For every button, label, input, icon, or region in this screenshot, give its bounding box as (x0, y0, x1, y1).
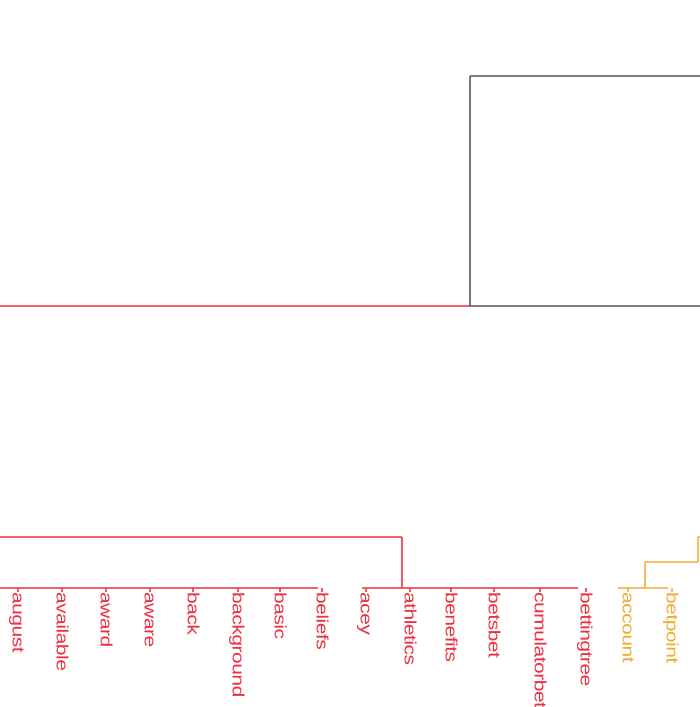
leaf-label: athletics (400, 592, 419, 665)
leaf-label: august (8, 592, 27, 653)
leaf-label: aware (140, 592, 159, 647)
leaf-label: betsbet (484, 592, 503, 658)
leaf-label: back (183, 592, 202, 635)
leaf-label: acey (356, 592, 375, 635)
leaf-label: cumulatorbet (530, 592, 549, 707)
leaf-label: beliefs (312, 592, 331, 650)
leaf-label: basic (270, 592, 289, 639)
leaf-label: account (618, 592, 637, 663)
leaf-label: benefits (441, 592, 460, 662)
leaf-label: betpoint (662, 592, 681, 663)
leaf-label: background (228, 592, 247, 697)
leaf-label: bettingtree (576, 592, 595, 686)
dendrogram-branches (0, 75, 700, 592)
leaf-label: available (52, 592, 71, 671)
leaf-label: award (96, 592, 115, 647)
